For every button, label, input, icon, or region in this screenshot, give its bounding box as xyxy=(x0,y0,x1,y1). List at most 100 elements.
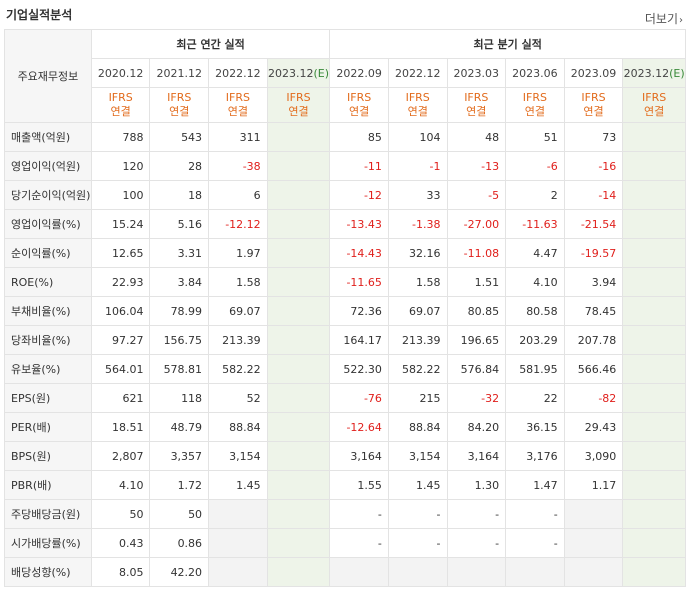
table-cell: 50 xyxy=(90,499,151,529)
table-cell: 80.85 xyxy=(446,296,507,326)
ifrs-label: IFRS 연결 xyxy=(149,87,210,123)
table-cell: 203.29 xyxy=(505,325,565,355)
table-cell: 97.27 xyxy=(90,325,151,355)
table-cell: 3,164 xyxy=(329,441,389,471)
table-cell: -11 xyxy=(329,151,389,181)
more-link[interactable]: 더보기› xyxy=(645,10,683,27)
period-header: 2023.12(E) xyxy=(266,58,331,88)
table-cell xyxy=(266,267,331,297)
table-cell: 1.72 xyxy=(149,470,210,500)
table-cell xyxy=(208,499,268,529)
table-row: 영업이익(억원) 120 28 -38 -11 -1 -13 -6 -16 xyxy=(4,151,686,181)
table-row: ROE(%) 22.93 3.84 1.58 -11.65 1.58 1.51 4.10 3.9… xyxy=(4,267,686,297)
table-cell: - xyxy=(387,528,448,558)
estimate-marker: (E) xyxy=(669,66,685,80)
ifrs-label: IFRS 연결 xyxy=(505,87,565,123)
table-cell: 1.45 xyxy=(387,470,448,500)
table-cell: -13 xyxy=(446,151,507,181)
table-cell: 1.97 xyxy=(208,238,268,268)
table-cell: -14.43 xyxy=(329,238,389,268)
ifrs-label: IFRS 연결 xyxy=(208,87,268,123)
table-cell xyxy=(266,296,331,326)
table-cell: 36.15 xyxy=(505,412,565,442)
table-row: EPS(원) 621 118 52 -76 215 -32 22 -82 xyxy=(4,383,686,413)
period-header: 2022.09 xyxy=(329,58,389,88)
table-cell: 69.07 xyxy=(387,296,448,326)
period-header: 2023.06 xyxy=(505,58,565,88)
table-cell: - xyxy=(505,528,565,558)
row-label: BPS(원) xyxy=(4,441,92,471)
table-cell: 1.30 xyxy=(446,470,507,500)
table-cell: 120 xyxy=(90,151,151,181)
period-header: 2020.12 xyxy=(90,58,151,88)
table-cell: 73 xyxy=(563,122,624,152)
table-cell: 3,176 xyxy=(505,441,565,471)
table-cell xyxy=(622,267,686,297)
table-cell: 8.05 xyxy=(90,557,151,587)
table-cell: -11.08 xyxy=(446,238,507,268)
table-cell: 3.84 xyxy=(149,267,210,297)
ifrs-label: IFRS 연결 xyxy=(266,87,331,123)
table-cell xyxy=(563,557,624,587)
table-cell: 788 xyxy=(90,122,151,152)
table-cell: 50 xyxy=(149,499,210,529)
table-cell: 4.47 xyxy=(505,238,565,268)
table-cell: 78.45 xyxy=(563,296,624,326)
table-cell: -19.57 xyxy=(563,238,624,268)
table-cell xyxy=(563,499,624,529)
table-cell: -1.38 xyxy=(387,209,448,239)
row-label: 순이익률(%) xyxy=(4,238,92,268)
more-label[interactable]: 더보기 xyxy=(644,12,678,26)
row-label: 영업이익률(%) xyxy=(4,209,92,239)
table-cell: -12.12 xyxy=(208,209,268,239)
table-cell: 215 xyxy=(387,383,448,413)
table-cell: 207.78 xyxy=(563,325,624,355)
ifrs-label: IFRS 연결 xyxy=(563,87,624,123)
table-cell: 33 xyxy=(387,180,448,210)
table-cell xyxy=(622,151,686,181)
row-label: 당기순이익(억원) xyxy=(4,180,92,210)
table-cell: 582.22 xyxy=(208,354,268,384)
table-cell xyxy=(266,209,331,239)
table-cell: - xyxy=(387,499,448,529)
table-cell xyxy=(505,557,565,587)
table-cell xyxy=(622,209,686,239)
table-cell: -38 xyxy=(208,151,268,181)
table-cell: 522.30 xyxy=(329,354,389,384)
table-cell: 3,090 xyxy=(563,441,624,471)
table-cell: - xyxy=(446,499,507,529)
table-cell: 213.39 xyxy=(208,325,268,355)
table-row: PER(배) 18.51 48.79 88.84 -12.64 88.84 84.20 36.… xyxy=(4,412,686,442)
period-header: 2022.12 xyxy=(208,58,268,88)
ifrs-label: IFRS 연결 xyxy=(446,87,507,123)
table-row: 매출액(억원) 788 543 311 85 104 48 51 73 xyxy=(4,122,686,152)
table-cell xyxy=(266,557,331,587)
table-cell xyxy=(622,528,686,558)
table-cell: 29.43 xyxy=(563,412,624,442)
table-cell: -13.43 xyxy=(329,209,389,239)
table-cell: 85 xyxy=(329,122,389,152)
table-cell xyxy=(622,412,686,442)
table-cell: 3,164 xyxy=(446,441,507,471)
ifrs-label: IFRS 연결 xyxy=(90,87,151,123)
table-cell xyxy=(622,557,686,587)
table-cell: 1.47 xyxy=(505,470,565,500)
table-cell: 621 xyxy=(90,383,151,413)
table-cell: 582.22 xyxy=(387,354,448,384)
table-cell xyxy=(266,325,331,355)
period-header: 2023.03 xyxy=(446,58,507,88)
table-cell xyxy=(266,354,331,384)
table-cell: 4.10 xyxy=(505,267,565,297)
table-cell: 69.07 xyxy=(208,296,268,326)
table-cell: 1.55 xyxy=(329,470,389,500)
row-label: EPS(원) xyxy=(4,383,92,413)
table-cell: 196.65 xyxy=(446,325,507,355)
table-cell: -16 xyxy=(563,151,624,181)
table-cell xyxy=(266,499,331,529)
table-cell xyxy=(563,528,624,558)
table-cell xyxy=(622,499,686,529)
table-cell xyxy=(266,238,331,268)
table-cell: 48 xyxy=(446,122,507,152)
table-cell: 2 xyxy=(505,180,565,210)
table-cell xyxy=(266,528,331,558)
